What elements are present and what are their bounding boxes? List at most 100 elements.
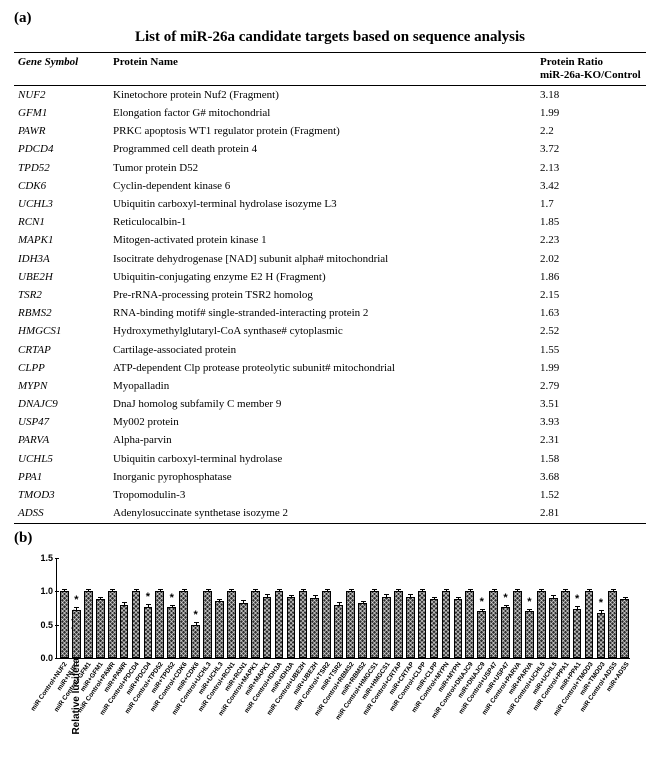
bar: * xyxy=(524,559,535,658)
cell-gene: MAPK1 xyxy=(14,232,109,250)
cell-gene: TMOD3 xyxy=(14,487,109,505)
table-row: UCHL3Ubiquitin carboxyl-terminal hydrola… xyxy=(14,196,646,214)
cell-protein: Adenylosuccinate synthetase isozyme 2 xyxy=(109,505,536,524)
bar xyxy=(584,559,595,658)
y-tick: 0.0 xyxy=(29,653,53,663)
cell-ratio: 2.79 xyxy=(536,377,646,395)
bar: * xyxy=(595,559,606,658)
table-row: GFM1Elongation factor G# mitochondrial1.… xyxy=(14,105,646,123)
cell-protein: Hydroxymethylglutaryl-CoA synthase# cyto… xyxy=(109,323,536,341)
table-row: TPD52Tumor protein D522.13 xyxy=(14,159,646,177)
cell-gene: UCHL3 xyxy=(14,196,109,214)
bar xyxy=(107,559,118,658)
table-row: PARVAAlpha-parvin2.31 xyxy=(14,432,646,450)
y-tick: 0.5 xyxy=(29,620,53,630)
cell-protein: Ubiquitin carboxyl-terminal hydrolase is… xyxy=(109,196,536,214)
col-ratio-line1: Protein Ratio xyxy=(540,56,603,68)
bar xyxy=(417,559,428,658)
cell-gene: CRTAP xyxy=(14,341,109,359)
cell-protein: Inorganic pyrophosphatase xyxy=(109,468,536,486)
bar xyxy=(405,559,416,658)
table-row: UCHL5Ubiquitin carboxyl-terminal hydrola… xyxy=(14,450,646,468)
table-row: NUF2Kinetochore protein Nuf2 (Fragment)3… xyxy=(14,86,646,105)
cell-protein: Pre-rRNA-processing protein TSR2 homolog xyxy=(109,286,536,304)
cell-gene: ADSS xyxy=(14,505,109,524)
cell-protein: Programmed cell death protein 4 xyxy=(109,141,536,159)
bar xyxy=(262,559,273,658)
bar xyxy=(357,559,368,658)
cell-ratio: 2.02 xyxy=(536,250,646,268)
table-row: TSR2Pre-rRNA-processing protein TSR2 hom… xyxy=(14,286,646,304)
significance-star: * xyxy=(503,592,507,604)
bar xyxy=(214,559,225,658)
cell-ratio: 1.7 xyxy=(536,196,646,214)
bar xyxy=(95,559,106,658)
cell-gene: TPD52 xyxy=(14,159,109,177)
bar: * xyxy=(142,559,153,658)
cell-protein: Cartilage-associated protein xyxy=(109,341,536,359)
panel-b-label: (b) xyxy=(14,530,646,547)
cell-protein: RNA-binding motif# single-stranded-inter… xyxy=(109,305,536,323)
cell-gene: RBMS2 xyxy=(14,305,109,323)
col-protein: Protein Name xyxy=(109,53,536,86)
cell-ratio: 1.58 xyxy=(536,450,646,468)
table-row: HMGCS1Hydroxymethylglutaryl-CoA synthase… xyxy=(14,323,646,341)
bar xyxy=(226,559,237,658)
bar: * xyxy=(190,559,201,658)
bar xyxy=(369,559,380,658)
table-title: List of miR-26a candidate targets based … xyxy=(14,29,646,46)
col-ratio-line2: miR-26a-KO/Control xyxy=(540,69,641,81)
table-row: RBMS2RNA-binding motif# single-stranded-… xyxy=(14,305,646,323)
cell-protein: Myopalladin xyxy=(109,377,536,395)
bar xyxy=(464,559,475,658)
bar xyxy=(154,559,165,658)
cell-protein: Ubiquitin-conjugating enzyme E2 H (Fragm… xyxy=(109,268,536,286)
cell-ratio: 3.51 xyxy=(536,396,646,414)
cell-protein: Tropomodulin-3 xyxy=(109,487,536,505)
cell-ratio: 1.99 xyxy=(536,105,646,123)
bar xyxy=(131,559,142,658)
table-row: PPA1Inorganic pyrophosphatase3.68 xyxy=(14,468,646,486)
cell-protein: Elongation factor G# mitochondrial xyxy=(109,105,536,123)
cell-gene: MYPN xyxy=(14,377,109,395)
cell-gene: PAWR xyxy=(14,123,109,141)
table-row: IDH3AIsocitrate dehydrogenase [NAD] subu… xyxy=(14,250,646,268)
bar xyxy=(297,559,308,658)
cell-gene: CDK6 xyxy=(14,177,109,195)
significance-star: * xyxy=(480,596,484,608)
cell-gene: GFM1 xyxy=(14,105,109,123)
cell-protein: ATP-dependent Clp protease proteolytic s… xyxy=(109,359,536,377)
bar xyxy=(452,559,463,658)
table-row: CDK6Cyclin-dependent kinase 63.42 xyxy=(14,177,646,195)
cell-gene: CLPP xyxy=(14,359,109,377)
table-row: MAPK1Mitogen-activated protein kinase 12… xyxy=(14,232,646,250)
cell-gene: DNAJC9 xyxy=(14,396,109,414)
table-row: MYPNMyopalladin2.79 xyxy=(14,377,646,395)
bar xyxy=(333,559,344,658)
significance-star: * xyxy=(599,597,603,609)
y-tick: 1.0 xyxy=(29,586,53,596)
cell-ratio: 2.31 xyxy=(536,432,646,450)
table-row: CLPPATP-dependent Clp protease proteolyt… xyxy=(14,359,646,377)
cell-protein: Ubiquitin carboxyl-terminal hydrolase xyxy=(109,450,536,468)
significance-star: * xyxy=(193,609,197,621)
table-row: TMOD3Tropomodulin-31.52 xyxy=(14,487,646,505)
bar xyxy=(512,559,523,658)
cell-protein: Kinetochore protein Nuf2 (Fragment) xyxy=(109,86,536,105)
cell-ratio: 1.99 xyxy=(536,359,646,377)
cell-protein: Mitogen-activated protein kinase 1 xyxy=(109,232,536,250)
cell-gene: USP47 xyxy=(14,414,109,432)
cell-protein: Alpha-parvin xyxy=(109,432,536,450)
bar xyxy=(83,559,94,658)
significance-star: * xyxy=(74,594,78,606)
cell-ratio: 2.81 xyxy=(536,505,646,524)
y-tick: 1.5 xyxy=(29,553,53,563)
cell-ratio: 3.18 xyxy=(536,86,646,105)
cell-protein: Tumor protein D52 xyxy=(109,159,536,177)
bar xyxy=(274,559,285,658)
table-row: DNAJC9DnaJ homolog subfamily C member 93… xyxy=(14,396,646,414)
bar xyxy=(59,559,70,658)
bar: * xyxy=(572,559,583,658)
bar xyxy=(119,559,130,658)
cell-gene: TSR2 xyxy=(14,286,109,304)
